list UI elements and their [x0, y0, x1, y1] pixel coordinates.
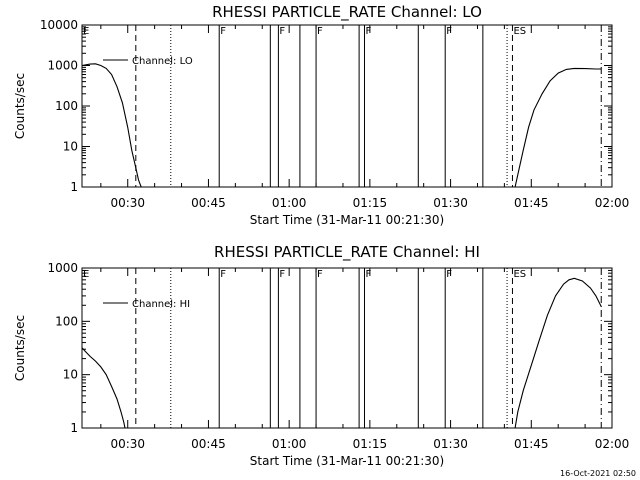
x-tick-label: 01:30 [433, 437, 468, 451]
legend-entry: Channel: HI [132, 299, 190, 310]
x-tick-label: 01:00 [272, 437, 307, 451]
event-marker-label: F [446, 26, 452, 37]
event-marker-label: E [83, 269, 89, 280]
event-marker-label: F [279, 26, 285, 37]
x-tick-label: 02:00 [595, 196, 630, 210]
x-tick-label: 01:00 [272, 196, 307, 210]
x-tick-label: 02:00 [595, 437, 630, 451]
series-line [514, 277, 602, 429]
x-tick-label: 00:45 [191, 437, 226, 451]
x-tick-label: 01:45 [514, 196, 549, 210]
chart-panels: RHESSI PARTICLE_RATE Channel: LOE F F F F F ES… [13, 3, 629, 468]
event-marker-label: F [365, 269, 371, 280]
y-tick-label: 1000 [47, 59, 78, 73]
chart-panel: RHESSI PARTICLE_RATE Channel: HI E F F F F F ES… [13, 243, 629, 468]
footer-timestamp: 16-Oct-2021 02:50 [560, 469, 636, 478]
x-tick-label: 00:45 [191, 196, 226, 210]
event-marker-label: F [317, 26, 323, 37]
event-marker-label: ES [513, 26, 526, 37]
x-axis-label: Start Time (31-Mar-11 00:21:30) [250, 213, 444, 227]
y-tick-label: 1 [70, 180, 78, 194]
y-axis-label: Counts/sec [13, 73, 27, 139]
y-tick-label: 10 [63, 140, 78, 154]
event-marker-label: F [220, 26, 226, 37]
y-tick-label: 10 [63, 368, 78, 382]
legend-entry: Channel: LO [132, 56, 193, 67]
y-tick-label: 100 [55, 99, 78, 113]
series-line [81, 63, 142, 188]
event-marker-label: F [220, 269, 226, 280]
series-line [514, 67, 602, 188]
x-tick-label: 01:30 [433, 196, 468, 210]
x-tick-label: 01:15 [353, 196, 388, 210]
event-marker-label: F [279, 269, 285, 280]
y-tick-label: 10000 [40, 18, 78, 32]
event-marker-label: ES [513, 269, 526, 280]
chart-title: RHESSI PARTICLE_RATE Channel: LO [212, 3, 482, 22]
plot-frame [81, 267, 613, 429]
event-marker-label: F [365, 26, 371, 37]
chart-panel: RHESSI PARTICLE_RATE Channel: LO E F F F F F ES… [13, 3, 629, 227]
x-tick-label: 01:45 [514, 437, 549, 451]
event-marker-label: E [83, 26, 89, 37]
x-tick-label: 01:15 [353, 437, 388, 451]
series-line [81, 347, 126, 429]
chart-title: RHESSI PARTICLE_RATE Channel: HI [214, 243, 480, 262]
y-tick-label: 1000 [47, 261, 78, 275]
x-tick-label: 00:30 [110, 196, 145, 210]
event-marker-label: F [317, 269, 323, 280]
x-axis-label: Start Time (31-Mar-11 00:21:30) [250, 454, 444, 468]
x-tick-label: 00:30 [110, 437, 145, 451]
event-marker-label: F [446, 269, 452, 280]
y-axis-label: Counts/sec [13, 315, 27, 381]
y-tick-label: 1 [70, 421, 78, 435]
y-tick-label: 100 [55, 314, 78, 328]
